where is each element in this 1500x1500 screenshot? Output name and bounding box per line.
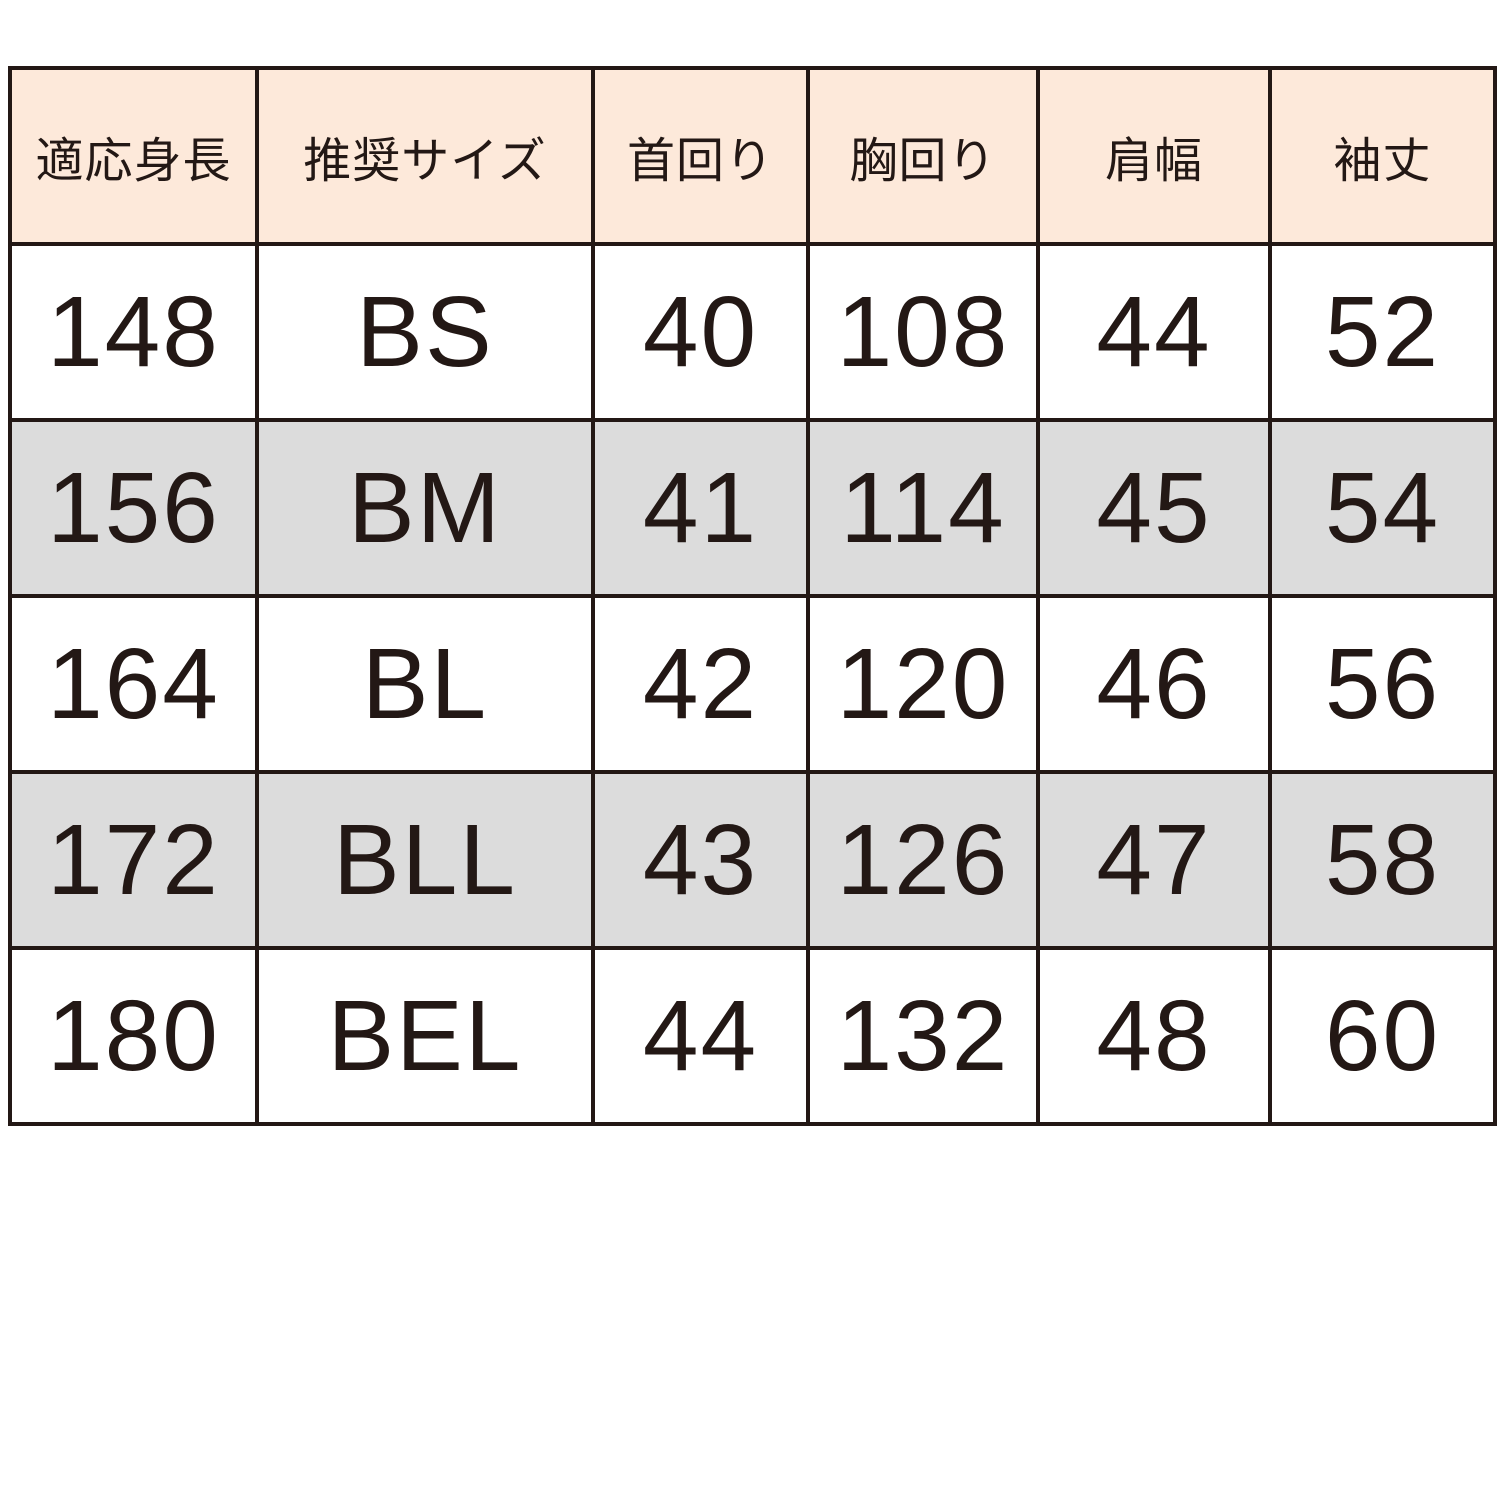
cell-sleeve: 56	[1268, 594, 1497, 774]
cell-shoulder: 47	[1036, 770, 1272, 950]
cell-size: BM	[255, 418, 595, 598]
cell-chest: 132	[806, 946, 1040, 1126]
cell-neck: 41	[591, 418, 810, 598]
cell-shoulder: 45	[1036, 418, 1272, 598]
header-neck: 首回り	[591, 66, 810, 246]
header-shoulder: 肩幅	[1036, 66, 1272, 246]
cell-chest: 108	[806, 242, 1040, 422]
header-row: 適応身長 推奨サイズ 首回り 胸回り 肩幅 袖丈	[8, 66, 1497, 246]
cell-shoulder: 46	[1036, 594, 1272, 774]
table-row: 148 BS 40 108 44 52	[8, 242, 1497, 422]
cell-neck: 44	[591, 946, 810, 1126]
cell-height: 180	[8, 946, 259, 1126]
cell-neck: 40	[591, 242, 810, 422]
cell-height: 148	[8, 242, 259, 422]
header-sleeve: 袖丈	[1268, 66, 1497, 246]
table-row: 164 BL 42 120 46 56	[8, 594, 1497, 774]
cell-height: 156	[8, 418, 259, 598]
cell-sleeve: 52	[1268, 242, 1497, 422]
cell-chest: 126	[806, 770, 1040, 950]
cell-shoulder: 48	[1036, 946, 1272, 1126]
cell-sleeve: 58	[1268, 770, 1497, 950]
cell-sleeve: 60	[1268, 946, 1497, 1126]
header-size: 推奨サイズ	[255, 66, 595, 246]
header-height: 適応身長	[8, 66, 259, 246]
cell-chest: 120	[806, 594, 1040, 774]
table-row: 172 BLL 43 126 47 58	[8, 770, 1497, 950]
cell-size: BEL	[255, 946, 595, 1126]
cell-size: BLL	[255, 770, 595, 950]
size-table: 適応身長 推奨サイズ 首回り 胸回り 肩幅 袖丈 148 BS 40 108 44 52 1…	[8, 66, 1497, 1126]
cell-neck: 43	[591, 770, 810, 950]
table-row: 180 BEL 44 132 48 60	[8, 946, 1497, 1126]
cell-height: 164	[8, 594, 259, 774]
cell-size: BL	[255, 594, 595, 774]
cell-neck: 42	[591, 594, 810, 774]
cell-shoulder: 44	[1036, 242, 1272, 422]
cell-chest: 114	[806, 418, 1040, 598]
cell-height: 172	[8, 770, 259, 950]
header-chest: 胸回り	[806, 66, 1040, 246]
cell-size: BS	[255, 242, 595, 422]
table-row: 156 BM 41 114 45 54	[8, 418, 1497, 598]
cell-sleeve: 54	[1268, 418, 1497, 598]
